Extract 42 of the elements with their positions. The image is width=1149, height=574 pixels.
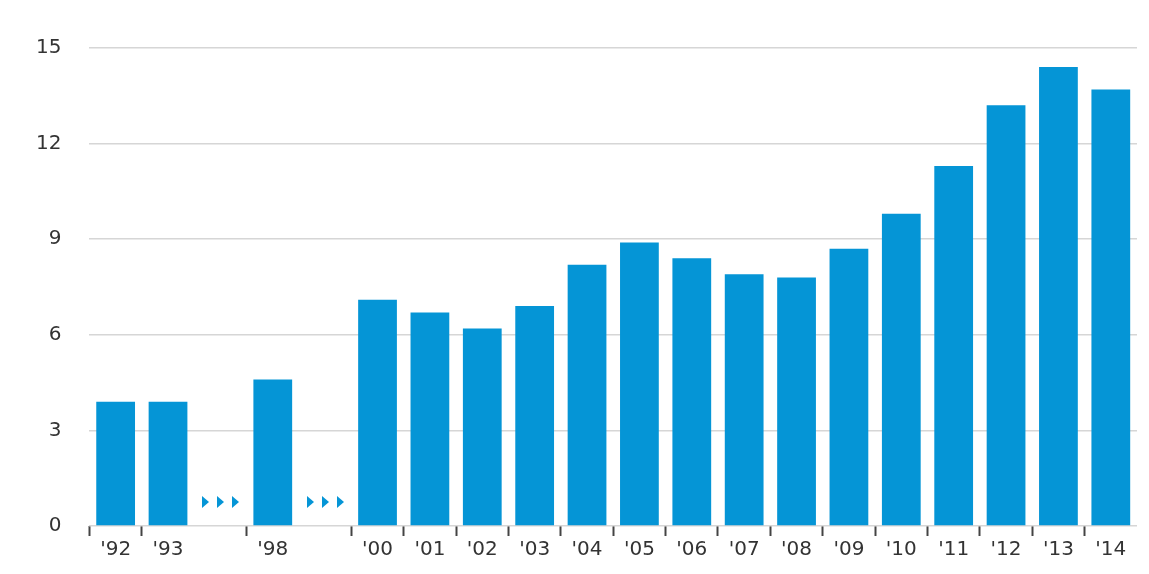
bar bbox=[567, 264, 607, 526]
bar bbox=[462, 328, 502, 526]
bar bbox=[724, 274, 764, 526]
y-tick-label: 0 bbox=[48, 512, 62, 537]
bar bbox=[1091, 89, 1131, 526]
x-tick-label: '98 bbox=[257, 536, 289, 561]
x-tick-label: '04 bbox=[571, 536, 603, 561]
x-tick-label: '14 bbox=[1095, 536, 1127, 561]
bar bbox=[620, 242, 659, 526]
bar bbox=[253, 379, 293, 526]
bar bbox=[672, 258, 712, 526]
x-tick-label: '01 bbox=[414, 536, 446, 561]
y-tick-label: 15 bbox=[36, 34, 62, 59]
x-tick-label: '08 bbox=[781, 536, 813, 561]
x-tick-label: '02 bbox=[466, 536, 498, 561]
bar bbox=[934, 165, 974, 526]
bar bbox=[96, 401, 136, 526]
x-tick-label: '12 bbox=[990, 536, 1022, 561]
bar bbox=[1039, 67, 1078, 526]
x-tick-label: '13 bbox=[1042, 536, 1074, 561]
bar bbox=[358, 299, 397, 526]
x-tick-label: '11 bbox=[938, 536, 970, 561]
bar bbox=[410, 312, 450, 526]
x-tick-label: '06 bbox=[676, 536, 708, 561]
bar bbox=[829, 248, 869, 526]
x-tick-label: '92 bbox=[100, 536, 132, 561]
x-tick-label: '00 bbox=[362, 536, 393, 561]
y-tick-label: 12 bbox=[36, 129, 62, 154]
x-tick-label: '05 bbox=[623, 536, 655, 561]
x-tick-label: '93 bbox=[152, 536, 184, 561]
x-tick-label: '09 bbox=[833, 536, 865, 561]
bar bbox=[777, 277, 816, 526]
y-tick-label: 6 bbox=[48, 321, 62, 345]
x-tick-label: '03 bbox=[519, 536, 551, 561]
bar bbox=[148, 401, 188, 526]
y-tick-label: 3 bbox=[48, 416, 62, 441]
bar bbox=[986, 105, 1026, 526]
x-tick-label: '07 bbox=[728, 536, 760, 561]
x-tick-label: '10 bbox=[885, 536, 917, 561]
y-tick-label: 9 bbox=[48, 225, 62, 250]
bar bbox=[515, 306, 555, 526]
bar bbox=[881, 213, 921, 526]
